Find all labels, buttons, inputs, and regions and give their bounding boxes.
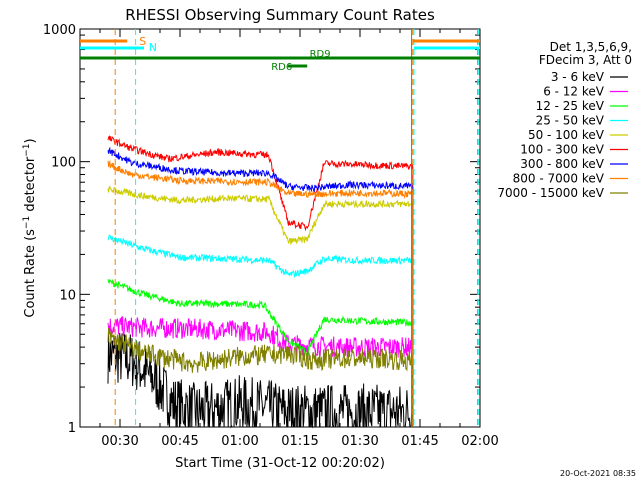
series-line-50-100-kev xyxy=(107,185,414,245)
y-axis-label: Count Rate (s−1 detector−1) xyxy=(22,138,38,317)
legend: Det 1,3,5,6,9,FDecim 3, Att 0 3 - 6 keV6 … xyxy=(497,40,632,200)
legend-entry-label: 6 - 12 keV xyxy=(543,85,605,99)
y-axis-label-exp2: −1 xyxy=(22,143,32,156)
legend-entry-label: 300 - 800 keV xyxy=(520,157,604,171)
x-tick-label: 01:00 xyxy=(221,434,258,449)
y-axis-label-main: Count Rate (s xyxy=(23,229,38,318)
x-tick-label: 01:15 xyxy=(281,434,318,449)
flag-label-rd6: RD6 xyxy=(271,62,292,73)
series-line-7000-15000-kev xyxy=(107,327,414,373)
legend-entry-label: 25 - 50 keV xyxy=(536,114,605,128)
y-tick-label: 100 xyxy=(51,156,76,171)
series-line-25-50-kev xyxy=(107,234,414,279)
x-tick-label: 00:45 xyxy=(161,434,198,449)
data-series xyxy=(107,135,414,429)
x-tick-label: 00:30 xyxy=(101,434,138,449)
x-tick-label: 01:30 xyxy=(341,434,378,449)
series-line-100-300-kev xyxy=(107,135,414,232)
flag-label-rd9: RD9 xyxy=(310,49,331,60)
legend-header-line: Det 1,3,5,6,9, xyxy=(550,40,632,54)
y-tick-label: 1 xyxy=(68,421,76,436)
flag-bars: S N RD9 RD6 xyxy=(80,29,480,427)
y-axis-label-mid: detector xyxy=(23,156,38,216)
chart-title: RHESSI Observing Summary Count Rates xyxy=(125,6,435,24)
timestamp-label: 20-Oct-2021 08:35 xyxy=(560,469,636,478)
legend-entry-label: 3 - 6 keV xyxy=(551,70,605,84)
flag-label-s: S xyxy=(139,35,146,48)
legend-entry-label: 100 - 300 keV xyxy=(520,143,604,157)
x-axis-label: Start Time (31-Oct-12 00:20:02) xyxy=(175,456,385,471)
series-line-3-6-kev xyxy=(107,330,414,429)
y-tick-label: 1000 xyxy=(43,23,76,38)
series-line-6-12-kev xyxy=(107,316,414,358)
y-tick-label: 10 xyxy=(59,288,76,303)
x-tick-label: 02:00 xyxy=(461,434,498,449)
y-axis-label-end: ) xyxy=(23,138,38,143)
legend-entry-label: 7000 - 15000 keV xyxy=(497,186,604,200)
flag-label-n: N xyxy=(149,41,157,54)
series-line-800-7000-kev xyxy=(107,159,414,199)
series-line-300-800-kev xyxy=(107,146,413,193)
x-tick-label: 01:45 xyxy=(401,434,438,449)
y-axis-label-exp1: −1 xyxy=(22,216,32,229)
legend-entry-label: 50 - 100 keV xyxy=(528,128,605,142)
legend-header-line: FDecim 3, Att 0 xyxy=(539,53,632,67)
legend-entry-label: 800 - 7000 keV xyxy=(513,172,605,186)
legend-entry-label: 12 - 25 keV xyxy=(536,99,605,113)
series-line-12-25-kev xyxy=(107,278,414,357)
